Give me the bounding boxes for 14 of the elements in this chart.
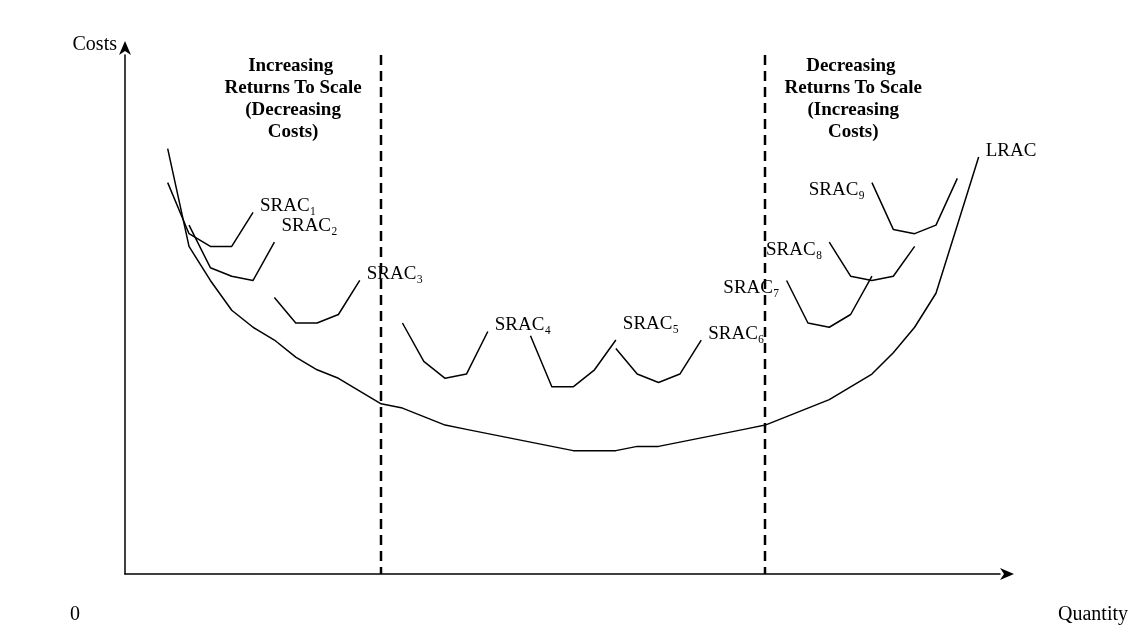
series-label: SRAC₇ (723, 275, 780, 297)
text: 0 (70, 602, 80, 624)
series-label: SRAC₉ (808, 178, 865, 200)
series-label: LRAC (985, 138, 1037, 160)
series-label: SRAC₅ (622, 311, 680, 333)
series-label: SRAC₁ (260, 193, 317, 215)
series-label: SRAC₄ (494, 313, 552, 335)
series-label: SRAC₆ (708, 321, 765, 343)
series-label: SRAC₃ (366, 261, 424, 283)
y-axis-title: Costs (72, 32, 118, 54)
text: Increasing Returns To Scale (Decreasing Costs) (224, 53, 362, 142)
text: Decreasing Returns To Scale (Increasing Costs) (784, 53, 922, 142)
x-axis-title: Quantity (1058, 602, 1129, 625)
series-label: SRAC₈ (766, 237, 823, 259)
